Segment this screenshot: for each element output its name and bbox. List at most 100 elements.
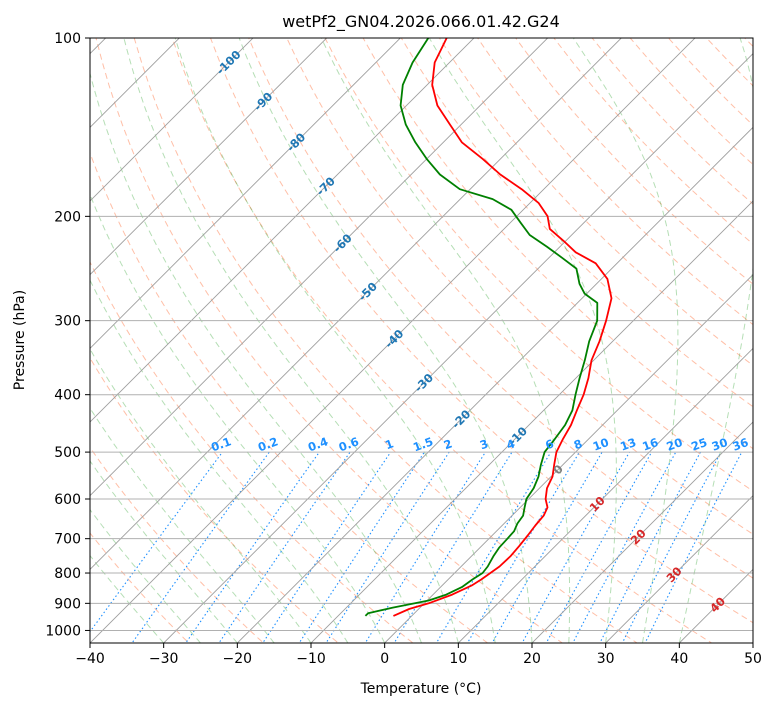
- dry-adiabat-line: [171, 38, 713, 643]
- x-tick-label: −30: [149, 651, 179, 667]
- plot-frame: [89, 37, 754, 644]
- isotherm-line: [90, 38, 549, 497]
- isotherm-line: [678, 568, 753, 643]
- dry-adiabat-line: [744, 38, 753, 48]
- dry-adiabat-line: [515, 38, 753, 285]
- moist-adiabat-line: [123, 38, 459, 643]
- isotherm-line: [531, 421, 753, 643]
- temperature-profile-line: [393, 38, 613, 617]
- dry-adiabat-line: [400, 38, 753, 408]
- mixing-ratio-label: 10: [591, 435, 611, 454]
- mixing-ratio-label: 3: [478, 436, 490, 452]
- dry-adiabat-line: [286, 38, 753, 535]
- x-tick-label: −10: [296, 651, 326, 667]
- moist-adiabat-line: [90, 460, 238, 643]
- mixing-ratio-label: 0.6: [337, 434, 361, 454]
- y-tick-label: 900: [54, 596, 81, 612]
- dry-adiabat-line: [705, 38, 753, 87]
- isotherm-line: [90, 38, 254, 202]
- isotherm-line: [0, 11, 59, 655]
- isotherm-line: [90, 38, 696, 643]
- isotherm-line: [90, 38, 622, 570]
- moist-adiabat-line: [90, 193, 386, 643]
- x-axis-label: Temperature (°C): [360, 681, 482, 697]
- x-tick-label: −20: [223, 651, 253, 667]
- dry-adiabat-line: [90, 357, 339, 643]
- x-tick-label: 30: [597, 651, 615, 667]
- y-axis-label: Pressure (hPa): [12, 290, 28, 390]
- dry-adiabat-line: [90, 532, 190, 643]
- moist-adiabat-line: [90, 279, 349, 643]
- mixing-ratio-line: [435, 451, 552, 643]
- isotherm-line: [90, 38, 180, 128]
- x-tick-label: 40: [670, 651, 688, 667]
- dry-adiabat-line: [133, 38, 638, 643]
- mixing-ratio-line: [545, 451, 653, 643]
- dewpoint-profile-line: [364, 38, 599, 617]
- moist-adiabat-line: [428, 38, 617, 643]
- dry-adiabat-line: [438, 38, 753, 367]
- x-tick-label: 50: [744, 651, 762, 667]
- isotherm-line: [90, 38, 475, 423]
- isotherm-line: [90, 38, 328, 276]
- mixing-ratio-line: [298, 451, 425, 643]
- y-tick-label: 800: [54, 566, 81, 582]
- y-tick-label: 100: [54, 31, 81, 47]
- dry-adiabat-line: [90, 260, 414, 643]
- dry-adiabat-line: [629, 38, 753, 166]
- mixing-ratio-line: [131, 451, 270, 643]
- moist-adiabat-line: [678, 38, 753, 643]
- moist-adiabat-line: [572, 38, 679, 643]
- mixing-ratio-line: [393, 451, 513, 643]
- x-tick-label: 10: [449, 651, 467, 667]
- mixing-ratio-label: 1.5: [411, 434, 435, 454]
- moist-adiabat-line: [238, 38, 533, 643]
- isotherm-line: [310, 200, 753, 643]
- moist-adiabat-line: [320, 38, 571, 643]
- y-tick-label: 600: [54, 492, 81, 508]
- moist-adiabat-line: [90, 554, 165, 643]
- mixing-ratio-label: 16: [640, 435, 660, 454]
- chart-title: wetPf2_GN04.2026.066.01.42.G24: [282, 12, 560, 32]
- mixing-ratio-line: [325, 451, 450, 643]
- isotherm-line: [90, 38, 401, 349]
- mixing-ratio-label: 0.4: [306, 434, 330, 454]
- x-tick-label: 0: [380, 651, 389, 667]
- dry-adiabat-line: [90, 151, 489, 643]
- mixing-ratio-label: 36: [731, 435, 751, 454]
- y-tick-label: 500: [54, 445, 81, 461]
- dry-adiabat-line: [324, 38, 753, 492]
- x-tick-label: 20: [523, 651, 541, 667]
- y-tick-label: 400: [54, 388, 81, 404]
- mixing-ratio-label: 1: [383, 436, 395, 452]
- isotherm-line: [384, 274, 753, 643]
- dry-adiabat-line: [90, 446, 265, 643]
- y-tick-label: 1000: [45, 623, 81, 639]
- isotherm-line: [457, 347, 753, 643]
- mixing-ratio-line: [644, 451, 743, 643]
- moist-adiabat-line: [90, 407, 275, 643]
- dry-adiabat-line: [248, 38, 753, 579]
- moist-adiabat-line: [174, 38, 496, 643]
- isotherm-line: [605, 495, 753, 643]
- isotherm-line: [752, 642, 753, 643]
- isotherm-line: [163, 53, 753, 643]
- isotherm-line: [236, 126, 753, 643]
- dry-adiabat-line: [209, 38, 753, 624]
- dry-adiabat-line: [756, 11, 775, 655]
- x-tick-label: −40: [75, 651, 105, 667]
- y-tick-label: 200: [54, 209, 81, 225]
- y-tick-label: 300: [54, 314, 81, 330]
- dry-adiabat-line: [362, 38, 753, 450]
- moist-adiabat-line: [90, 348, 312, 643]
- y-tick-label: 700: [54, 532, 81, 548]
- mixing-ratio-line: [621, 451, 722, 643]
- mixing-ratio-label: 30: [710, 435, 730, 454]
- mixing-ratio-label: 0.2: [256, 434, 280, 454]
- mixing-ratio-label: 2: [442, 436, 454, 452]
- mixing-ratio-label: 0.1: [209, 434, 233, 454]
- moist-adiabat-line: [90, 71, 422, 643]
- mixing-ratio-label: 25: [689, 435, 709, 454]
- mixing-ratio-label: 20: [665, 435, 685, 454]
